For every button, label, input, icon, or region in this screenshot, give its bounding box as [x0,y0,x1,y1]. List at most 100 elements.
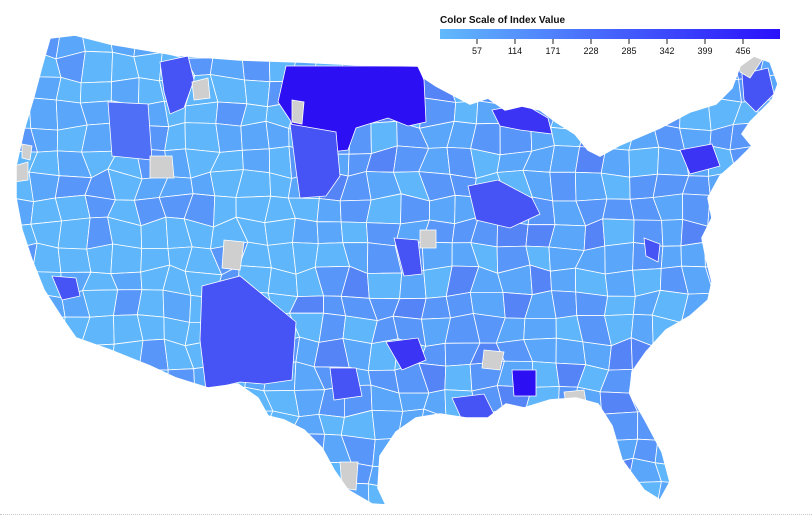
high-index-region-mid-atlantic[interactable] [679,143,721,175]
county-region[interactable] [709,360,743,395]
county-region[interactable] [184,481,220,510]
no-data-region-oregon-coast[interactable] [21,143,33,161]
county-region[interactable] [548,224,587,251]
county-region[interactable] [654,364,691,392]
county-region[interactable] [210,437,243,461]
county-region[interactable] [241,50,271,83]
county-region[interactable] [735,319,760,342]
county-region[interactable] [266,30,298,56]
county-region[interactable] [470,75,506,106]
county-region[interactable] [8,480,40,510]
county-region[interactable] [679,96,712,132]
county-region[interactable] [729,144,766,173]
county-region[interactable] [575,291,609,317]
county-region[interactable] [140,409,170,439]
county-region[interactable] [759,194,788,226]
no-data-region-georgia[interactable] [563,389,587,405]
county-region[interactable] [316,198,342,223]
county-region[interactable] [755,340,788,371]
county-region[interactable] [54,434,93,466]
county-region[interactable] [755,393,788,415]
county-region[interactable] [212,30,244,59]
county-region[interactable] [241,148,271,174]
county-region[interactable] [628,366,663,394]
county-region[interactable] [604,295,636,317]
county-region[interactable] [210,458,238,491]
county-region[interactable] [574,73,607,108]
county-region[interactable] [294,462,323,484]
county-region[interactable] [551,290,578,319]
county-region[interactable] [734,338,760,372]
county-region[interactable] [83,458,116,486]
county-region[interactable] [758,317,788,347]
county-region[interactable] [62,482,86,510]
county-region[interactable] [734,247,764,269]
county-region[interactable] [760,435,788,462]
county-region[interactable] [550,100,586,131]
county-region[interactable] [522,434,559,464]
high-index-region-central-plains[interactable] [393,237,423,277]
county-region[interactable] [161,484,189,511]
county-region[interactable] [184,30,222,59]
county-region[interactable] [8,30,37,55]
county-region[interactable] [294,482,324,510]
no-data-region-montana[interactable] [191,77,211,101]
county-region[interactable] [759,122,788,152]
county-region[interactable] [523,317,557,341]
no-data-region-california-coast[interactable] [14,161,29,183]
county-region[interactable] [761,410,788,439]
county-region[interactable] [707,78,742,103]
county-region[interactable] [631,54,662,82]
county-region[interactable] [29,410,63,442]
county-region[interactable] [397,434,421,468]
county-region[interactable] [601,411,639,442]
no-data-region-wyoming[interactable] [291,99,305,125]
county-region[interactable] [289,433,326,465]
county-region[interactable] [54,462,85,487]
county-region[interactable] [191,412,219,442]
county-region[interactable] [660,245,682,269]
county-region[interactable] [54,194,91,222]
county-region[interactable] [366,272,403,300]
county-region[interactable] [8,440,38,467]
county-region[interactable] [704,241,739,269]
county-region[interactable] [555,460,587,491]
county-region[interactable] [135,486,166,510]
county-region[interactable] [290,30,324,56]
county-region[interactable] [135,456,169,489]
county-region[interactable] [420,296,451,320]
county-region[interactable] [83,482,116,510]
county-region[interactable] [55,360,90,394]
county-region[interactable] [427,487,456,510]
county-region[interactable] [108,484,137,510]
county-region[interactable] [549,171,577,202]
high-index-region-central-rockies[interactable] [289,123,341,199]
high-index-region-southern-appalachia[interactable] [511,369,537,397]
county-region[interactable] [80,343,115,371]
county-region[interactable] [602,218,635,247]
county-region[interactable] [166,391,196,418]
county-region[interactable] [661,219,684,247]
county-region[interactable] [549,267,577,293]
county-region[interactable] [628,122,660,151]
county-region[interactable] [236,459,275,491]
county-region[interactable] [446,432,479,466]
county-region[interactable] [651,79,684,103]
county-region[interactable] [470,52,502,78]
county-region[interactable] [689,364,716,395]
county-region[interactable] [757,219,788,250]
county-region[interactable] [737,216,761,250]
county-region[interactable] [315,30,349,52]
county-region[interactable] [573,464,605,490]
county-region[interactable] [707,389,743,419]
no-data-region-texas-south[interactable] [339,461,359,491]
county-region[interactable] [556,433,581,466]
county-region[interactable] [762,264,788,297]
county-region[interactable] [477,432,503,466]
county-region[interactable] [8,292,33,322]
county-region[interactable] [371,409,404,441]
county-region[interactable] [57,247,92,273]
county-region[interactable] [549,72,583,105]
county-region[interactable] [451,485,479,510]
county-region[interactable] [109,368,142,395]
